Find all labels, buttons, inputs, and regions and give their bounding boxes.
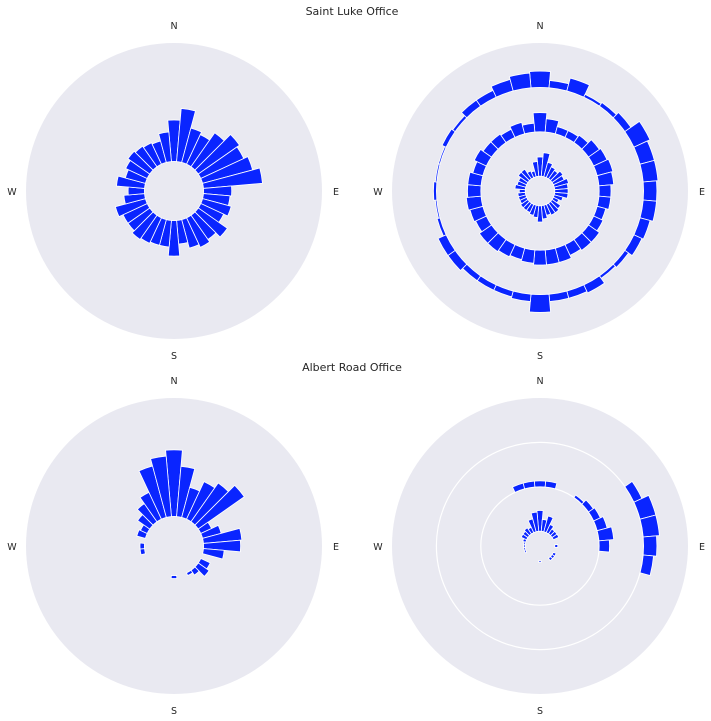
wind-bar [538, 560, 542, 563]
polar-plot-background [26, 398, 322, 694]
wind-bar [530, 511, 540, 533]
compass-label-east: E [333, 542, 339, 553]
wind-bar [170, 575, 178, 579]
panel-saint-luke-stacked: N E S W [373, 21, 705, 362]
wind-bar [544, 480, 558, 490]
compass-label-north: N [536, 376, 543, 387]
panel-albert-road-total: N E S W [7, 376, 339, 717]
compass-label-south: S [537, 351, 543, 362]
wind-bar [639, 554, 654, 576]
section-title-albert-road: Albert Road Office [302, 361, 402, 374]
wind-bar [554, 544, 559, 548]
polar-plot-background [26, 43, 322, 339]
compass-label-south: S [171, 706, 177, 717]
wind-bar [158, 131, 172, 163]
wind-bar [508, 72, 532, 92]
wind-bar [531, 161, 540, 178]
compass-label-west: W [7, 542, 17, 553]
compass-label-west: W [373, 187, 383, 198]
panel-saint-luke-total: N E S W [7, 21, 339, 362]
wind-bar [551, 533, 560, 541]
wind-bar [139, 548, 146, 556]
wind-bar [467, 184, 482, 198]
compass-label-west: W [373, 542, 383, 553]
section-title-saint-luke: Saint Luke Office [306, 5, 399, 18]
compass-label-east: E [699, 187, 705, 198]
compass-label-east: E [333, 187, 339, 198]
wind-bar [529, 70, 551, 89]
wind-bar [547, 555, 554, 562]
wind-bar [533, 249, 547, 266]
compass-label-west: W [7, 187, 17, 198]
wind-bar [532, 112, 548, 133]
compass-label-east: E [699, 542, 705, 553]
compass-label-north: N [536, 21, 543, 32]
compass-label-north: N [170, 21, 177, 32]
wind-bar [642, 180, 658, 202]
panel-albert-road-stacked: N E S W [373, 376, 705, 717]
wind-bar [150, 455, 172, 518]
wind-bar [185, 569, 194, 577]
wind-bar [598, 184, 612, 198]
wind-bar [639, 514, 660, 538]
wind-bar [528, 293, 552, 313]
wind-bar [639, 159, 659, 183]
wind-bar [139, 542, 145, 550]
wind-bar [433, 181, 438, 201]
compass-label-south: S [537, 706, 543, 717]
wind-bar [642, 535, 658, 557]
wind-bar [533, 480, 547, 488]
wind-bar [521, 122, 536, 135]
wind-bar [202, 548, 225, 560]
compass-label-south: S [171, 351, 177, 362]
compass-label-north: N [170, 376, 177, 387]
wind-bar [598, 539, 610, 553]
wind-bar [522, 480, 536, 490]
polar-plot-background [392, 398, 688, 694]
